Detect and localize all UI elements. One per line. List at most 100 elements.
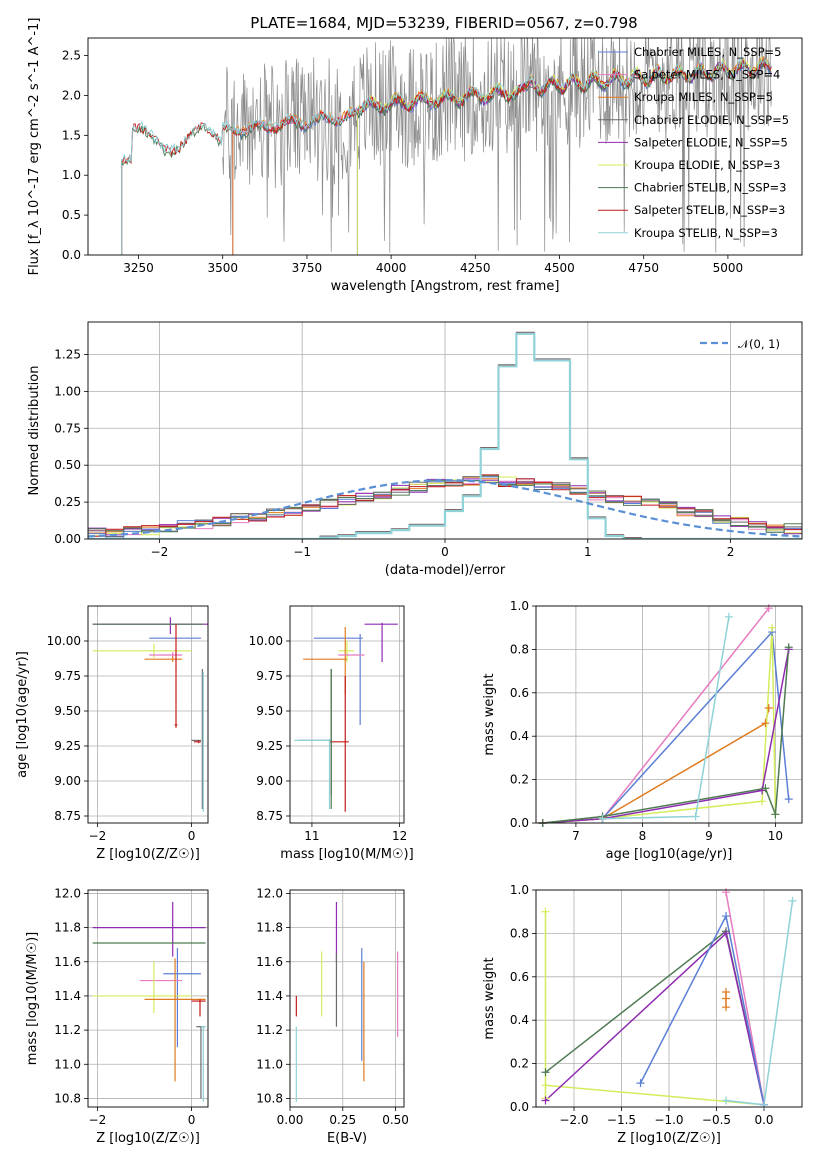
spectrum-model-line xyxy=(121,56,772,255)
x-tick-label: 4750 xyxy=(628,261,659,275)
y-tick-label: 1.5 xyxy=(62,128,81,142)
x-tick-label: −1.5 xyxy=(607,1113,636,1127)
y-tick-label: 11.6 xyxy=(256,955,283,969)
x-tick-label: 11 xyxy=(304,829,319,843)
figure-title: PLATE=1684, MJD=53239, FIBERID=0567, z=0… xyxy=(250,14,637,32)
y-tick-label: 0.8 xyxy=(510,926,529,940)
x-tick-label: 5000 xyxy=(713,261,744,275)
weight-marker xyxy=(760,1100,768,1109)
y-tick-label: 0.25 xyxy=(54,495,81,509)
weight-marker xyxy=(784,795,793,804)
y-tick-label: 12.0 xyxy=(54,886,81,900)
x-tick-label: 9 xyxy=(705,829,713,843)
x-tick-label: 1 xyxy=(584,545,592,559)
weight-marker xyxy=(541,1068,550,1077)
y-tick-label: 9.00 xyxy=(256,774,283,788)
y-tick-label: 11.0 xyxy=(54,1057,81,1071)
y-tick-label: 0.75 xyxy=(54,421,81,435)
y-tick-label: 12.0 xyxy=(256,886,283,900)
x-axis-label: wavelength [Angstrom, rest frame] xyxy=(331,279,560,294)
x-axis-label: Z [log10(Z/Z☉)] xyxy=(96,1131,200,1146)
y-tick-label: 0.8 xyxy=(510,642,529,656)
y-tick-label: 10.00 xyxy=(249,634,283,648)
axes-frame xyxy=(289,605,405,824)
weight-marker xyxy=(691,812,700,821)
x-axis-label: E(B-V) xyxy=(327,1131,367,1146)
y-tick-label: 2.5 xyxy=(62,49,81,63)
y-axis-label: Flux [f_λ 10^-17 erg cm^-2 s^-1 A^-1] xyxy=(27,18,42,276)
x-tick-label: 0.0 xyxy=(754,1113,773,1127)
weight-marker xyxy=(764,703,773,712)
legend-entry: Salpeter MILES, N_SSP=4 xyxy=(634,68,780,82)
y-tick-label: 11.0 xyxy=(256,1057,283,1071)
weight-marker xyxy=(598,814,607,823)
y-tick-label: 0.0 xyxy=(510,816,529,830)
weight-marker xyxy=(768,623,777,632)
weight-marker xyxy=(541,1081,550,1090)
x-tick-label: 0.50 xyxy=(382,1113,409,1127)
panel-spectrum: 3250 3500 3750 4000 4250 4500 4750 5000 0.0 0.5 1.… xyxy=(27,18,803,294)
axes-frame xyxy=(87,321,803,540)
x-tick-label: 0 xyxy=(441,545,449,559)
y-tick-label: 9.50 xyxy=(256,704,283,718)
x-tick-label: 0.00 xyxy=(277,1113,304,1127)
plot-area xyxy=(92,901,206,1102)
panel-weight_vs_z: −2.0 −1.5 −1.0 −0.5 0.0 0.0 0.2 0.4 0.6 0.8 1.0 Z [… xyxy=(482,883,803,1146)
y-tick-label: 10.8 xyxy=(256,1091,283,1105)
y-tick-label: 11.2 xyxy=(256,1023,283,1037)
weight-marker xyxy=(722,994,730,1003)
axes-frame xyxy=(87,889,209,1108)
plot-area xyxy=(121,38,773,255)
x-tick-label: 0 xyxy=(188,829,196,843)
legend-entry: Kroupa STELIB, N_SSP=3 xyxy=(634,226,778,240)
x-tick-label: 4000 xyxy=(376,261,407,275)
y-tick-label: 11.6 xyxy=(54,955,81,969)
y-tick-label: 1.0 xyxy=(510,599,529,613)
weight-marker xyxy=(761,719,770,728)
weight-marker xyxy=(541,1096,550,1105)
x-tick-label: −1 xyxy=(293,545,311,559)
y-tick-label: 0.0 xyxy=(510,1100,529,1114)
y-tick-label: 10.00 xyxy=(47,634,81,648)
x-tick-label: 10 xyxy=(768,829,783,843)
x-tick-label: −2.0 xyxy=(559,1113,588,1127)
legend-entry: Chabrier MILES, N_SSP=5 xyxy=(634,45,781,59)
y-tick-label: 11.8 xyxy=(256,921,283,935)
x-tick-label: −1.0 xyxy=(654,1113,683,1127)
weight-marker xyxy=(722,912,730,921)
y-axis-label: mass weight xyxy=(482,673,497,755)
x-tick-label: 0 xyxy=(188,1113,196,1127)
y-tick-label: 11.2 xyxy=(54,1023,81,1037)
y-tick-label: 8.75 xyxy=(256,809,283,823)
legend-entry: Salpeter STELIB, N_SSP=3 xyxy=(634,203,785,217)
y-tick-label: 0.00 xyxy=(54,532,81,546)
residual-histogram xyxy=(88,332,802,539)
x-axis-label: mass [log10(M/M☉)] xyxy=(280,847,413,862)
weight-marker xyxy=(722,1003,730,1012)
legend-entry: Chabrier STELIB, N_SSP=3 xyxy=(634,181,786,195)
legend-entry: Kroupa MILES, N_SSP=5 xyxy=(634,90,773,104)
y-tick-label: 9.00 xyxy=(54,774,81,788)
x-axis-label: Z [log10(Z/Z☉)] xyxy=(96,847,200,862)
plot-area xyxy=(88,331,802,539)
x-tick-label: −0.5 xyxy=(702,1113,731,1127)
x-axis-label: Z [log10(Z/Z☉)] xyxy=(617,1131,721,1146)
x-tick-label: 4500 xyxy=(544,261,575,275)
weight-line xyxy=(544,911,765,1106)
weight-marker xyxy=(764,604,773,613)
y-axis-label: Normed distribution xyxy=(27,366,42,496)
weight-marker xyxy=(722,1096,730,1105)
plot-area xyxy=(295,901,399,1102)
y-tick-label: 0.2 xyxy=(510,773,529,787)
panel-residuals: −2 −1 0 1 2 0.00 0.25 0.50 0.75 1.00 1.25 (data-mod… xyxy=(27,321,803,578)
x-tick-label: 3250 xyxy=(123,261,154,275)
axes-frame xyxy=(87,605,209,824)
y-tick-label: 11.4 xyxy=(256,989,283,1003)
legend-entry: Chabrier ELODIE, N_SSP=5 xyxy=(634,113,789,127)
y-tick-label: 0.4 xyxy=(510,1013,529,1027)
x-tick-label: 3750 xyxy=(292,261,323,275)
x-axis-label: (data-model)/error xyxy=(385,563,506,578)
panel-mass_vs_z: −2 0 10.8 11.0 11.2 11.4 11.6 11.8 12.0 Z [log10(… xyxy=(25,886,209,1146)
x-axis-label: age [log10(age/yr)] xyxy=(606,847,733,862)
y-axis-label: mass [log10(M/M☉)] xyxy=(25,932,40,1065)
